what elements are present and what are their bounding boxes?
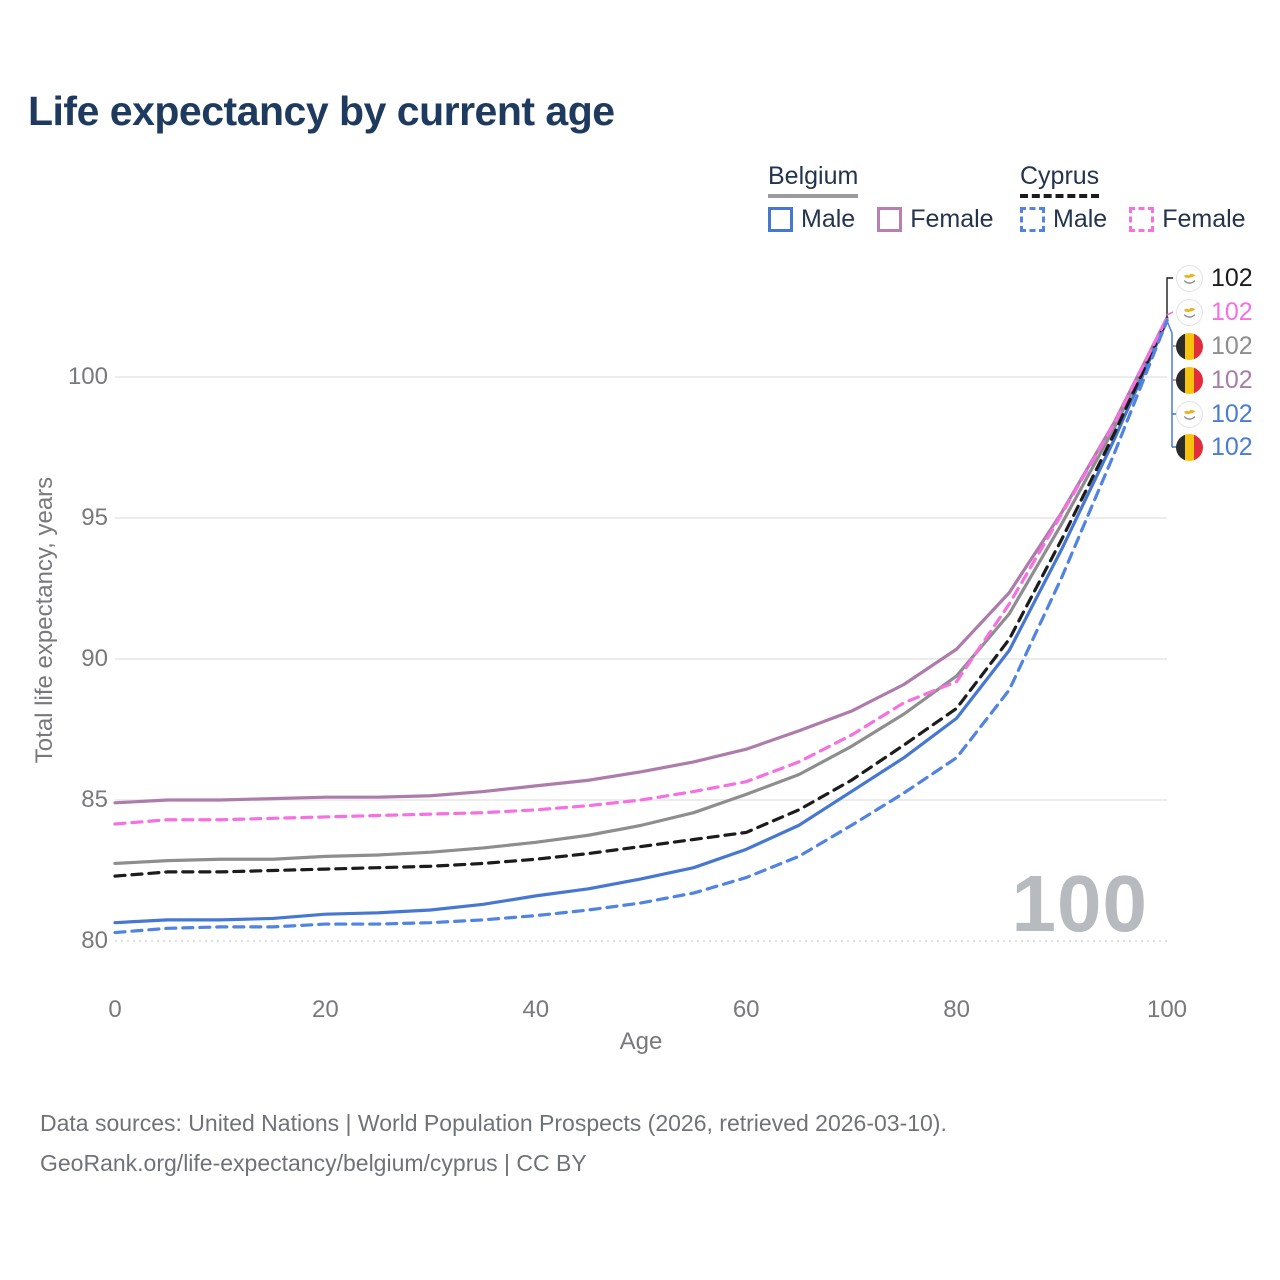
x-tick-20: 20: [312, 996, 339, 1023]
legend-item-cyprus-female[interactable]: Female: [1129, 205, 1246, 234]
series-line-cyprus-female: [113, 316, 1169, 826]
legend-item-label: Male: [801, 205, 856, 233]
cyprus-flag-icon: [1176, 400, 1203, 428]
legend-group-cyprus: Cyprus Male Female: [1020, 162, 1246, 233]
cyprus-flag-art: [1183, 273, 1196, 284]
endpoint-row-cyprus-total: 102: [1176, 263, 1253, 293]
legend-group-belgium: Belgium Male Female: [768, 162, 994, 233]
cyprus-flag-icon: [1176, 264, 1203, 292]
endpoint-value-cyprus-female: 102: [1211, 297, 1253, 326]
legend-item-label: Female: [910, 205, 994, 233]
cyprus-flag-icon: [1176, 298, 1203, 326]
y-tick-90: 90: [81, 645, 108, 672]
cyprus-flag-art: [1183, 307, 1196, 318]
x-tick-80: 80: [943, 996, 970, 1023]
belgium-flag-icon: [1176, 366, 1203, 394]
cyprus-female-swatch-icon[interactable]: [1129, 207, 1155, 232]
belgium-flag-icon: [1176, 332, 1203, 360]
y-tick-80: 80: [81, 927, 108, 954]
y-tick-100: 100: [67, 363, 108, 390]
legend-item-label: Female: [1162, 205, 1246, 233]
series-line-cyprus-total: [113, 317, 1169, 878]
endpoint-row-cyprus-male: 102: [1176, 399, 1253, 429]
endpoint-row-belgium-male: 102: [1176, 432, 1253, 462]
endpoint-row-belgium-total: 102: [1176, 331, 1253, 361]
watermark-age: 100: [1011, 859, 1148, 948]
endpoint-value-cyprus-male: 102: [1211, 399, 1253, 428]
x-tick-60: 60: [732, 996, 760, 1023]
x-tick-100: 100: [1146, 996, 1188, 1023]
series-line-belgium-female: [113, 316, 1169, 805]
leader-line-cyprus-female: [1166, 311, 1174, 316]
y-axis-label: Total life expectancy, years: [31, 476, 58, 764]
belgium-male-swatch-icon[interactable]: [768, 207, 793, 232]
legend-item-cyprus-male[interactable]: Male: [1020, 205, 1107, 234]
legend-item-label: Male: [1053, 205, 1108, 233]
y-tick-85: 85: [81, 786, 108, 813]
legend-country-belgium[interactable]: Belgium: [768, 162, 859, 198]
endpoint-value-belgium-female: 102: [1211, 365, 1253, 394]
endpoint-value-belgium-male: 102: [1211, 432, 1253, 461]
leader-line-spine: [1166, 320, 1173, 447]
cyprus-male-swatch-icon[interactable]: [1020, 207, 1045, 232]
endpoint-value-belgium-total: 102: [1211, 331, 1253, 360]
x-axis-label: Age: [619, 1028, 663, 1055]
endpoint-row-cyprus-female: 102: [1176, 297, 1253, 327]
series-line-belgium-male: [113, 319, 1169, 925]
legend-item-belgium-female[interactable]: Female: [877, 205, 994, 234]
footer-line-2: GeoRank.org/life-expectancy/belgium/cypr…: [40, 1150, 587, 1176]
belgium-flag-icon: [1176, 433, 1203, 461]
x-tick-0: 0: [108, 996, 122, 1023]
legend-country-cyprus[interactable]: Cyprus: [1020, 162, 1100, 198]
cyprus-flag-art: [1183, 409, 1196, 420]
legend-item-belgium-male[interactable]: Male: [768, 205, 855, 234]
series-line-cyprus-male: [113, 319, 1169, 935]
leader-line-cyprus-total: [1166, 277, 1173, 318]
x-tick-40: 40: [522, 996, 550, 1023]
endpoint-row-belgium-female: 102: [1176, 365, 1253, 395]
footer-line-1: Data sources: United Nations | World Pop…: [40, 1110, 947, 1136]
endpoint-value-cyprus-total: 102: [1211, 263, 1253, 292]
y-tick-95: 95: [81, 504, 108, 531]
belgium-female-swatch-icon[interactable]: [877, 207, 903, 232]
chart-title: Life expectancy by current age: [28, 88, 615, 134]
series-line-belgium-total: [113, 317, 1169, 866]
